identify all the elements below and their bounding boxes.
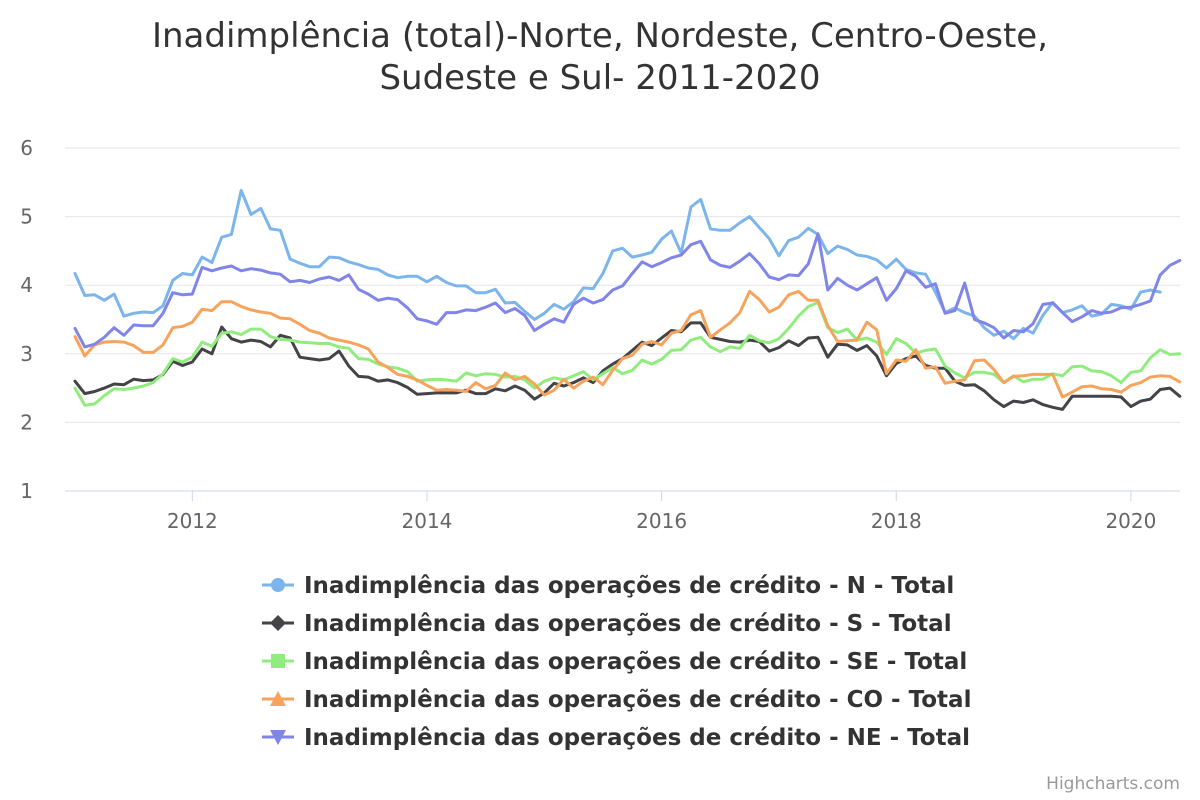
legend-item-2[interactable]: Inadimplência das operações de crédito -… — [262, 611, 952, 637]
y-tick-label: 6 — [20, 136, 33, 160]
x-tick-label: 2016 — [636, 509, 687, 533]
series-line-1[interactable] — [73, 189, 1162, 341]
legend: Inadimplência das operações de crédito -… — [262, 573, 971, 751]
legend-label: Inadimplência das operações de crédito -… — [304, 611, 952, 637]
y-axis: 1 2 3 4 5 6 — [20, 136, 33, 503]
plot-area — [73, 189, 1182, 411]
credits-text[interactable]: Highcharts.com — [1046, 774, 1180, 794]
series-line-2[interactable] — [73, 321, 1182, 411]
legend-item-3[interactable]: Inadimplência das operações de crédito -… — [262, 649, 967, 675]
legend-label: Inadimplência das operações de crédito -… — [304, 725, 970, 751]
square-marker-icon — [271, 654, 285, 668]
triangle-down-marker-icon — [270, 730, 286, 745]
diamond-marker-icon — [270, 615, 286, 631]
legend-label: Inadimplência das operações de crédito -… — [304, 687, 971, 713]
grid-lines — [65, 147, 1180, 492]
series-line-4[interactable] — [73, 289, 1182, 399]
legend-item-1[interactable]: Inadimplência das operações de crédito -… — [262, 573, 954, 599]
legend-item-4[interactable]: Inadimplência das operações de crédito -… — [262, 687, 971, 713]
triangle-marker-icon — [270, 691, 286, 706]
x-tick-label: 2014 — [402, 509, 453, 533]
circle-marker-icon — [271, 578, 285, 592]
legend-label: Inadimplência das operações de crédito -… — [304, 649, 967, 675]
legend-item-5[interactable]: Inadimplência das operações de crédito -… — [262, 725, 970, 751]
chart-title-line-1: Inadimplência (total)-Norte, Nordeste, C… — [152, 16, 1048, 56]
x-tick-label: 2018 — [871, 509, 922, 533]
legend-label: Inadimplência das operações de crédito -… — [304, 573, 954, 599]
x-tick-label: 2020 — [1105, 509, 1156, 533]
chart-title-line-2: Sudeste e Sul- 2011-2020 — [379, 58, 820, 98]
y-tick-label: 4 — [20, 273, 33, 297]
x-axis: 2012 2014 2016 2018 2020 — [167, 491, 1156, 533]
y-tick-label: 5 — [20, 205, 33, 229]
chart-title: Inadimplência (total)-Norte, Nordeste, C… — [152, 16, 1048, 98]
x-tick-label: 2012 — [167, 509, 218, 533]
y-tick-label: 2 — [20, 410, 33, 434]
y-tick-label: 1 — [20, 479, 33, 503]
series-line-5[interactable] — [73, 232, 1182, 349]
y-tick-label: 3 — [20, 342, 33, 366]
series-line-3[interactable] — [73, 300, 1182, 407]
